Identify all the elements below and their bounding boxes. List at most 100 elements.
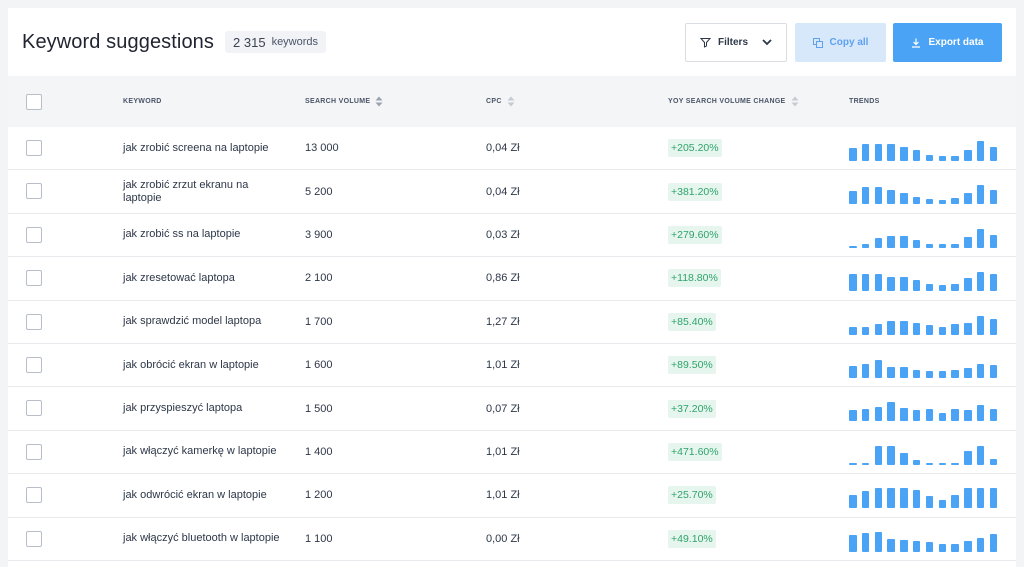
keyword-suggestions-panel: Keyword suggestions 2 315 keywords Filte… (8, 8, 1016, 567)
keyword-text: jak zrobić screena na laptopie (123, 141, 269, 154)
table-header: KEYWORD SEARCH VOLUME CPC YOY SEARCH VOL… (8, 76, 1016, 127)
trend-bar (874, 274, 883, 292)
trend-bar (964, 410, 972, 422)
row-checkbox[interactable] (26, 400, 42, 417)
keyword-text: jak zrobić zrzut ekranu na laptopie (123, 178, 249, 204)
keyword-cell[interactable]: jak odwrócić ekran w laptopie (123, 474, 283, 516)
trend-bar (989, 234, 998, 248)
column-header-yoy[interactable]: YOY SEARCH VOLUME CHANGE (668, 76, 799, 127)
trend-bar (925, 199, 934, 205)
trend-bar (912, 490, 921, 509)
trend-bar (925, 409, 934, 422)
keyword-text: jak przyspieszyć laptopa (123, 402, 243, 415)
table-row[interactable]: jak zresetować laptopa 2 100 0,86 Zł +118.8… (8, 257, 1016, 301)
trend-bar (925, 243, 934, 248)
trend-bar (989, 364, 998, 378)
cpc-cell: 1,01 Zł (486, 445, 520, 458)
trend-sparkline[interactable] (849, 222, 1004, 248)
cpc-cell: 1,01 Zł (486, 489, 520, 502)
row-checkbox[interactable] (26, 313, 42, 330)
trend-bar (938, 285, 947, 292)
trend-bar (861, 532, 870, 552)
trend-bar (964, 367, 972, 378)
keyword-cell[interactable]: jak zrobić screena na laptopie (123, 127, 283, 169)
row-checkbox[interactable] (26, 356, 42, 373)
row-checkbox[interactable] (26, 270, 42, 287)
cpc-cell: 0,00 Zł (486, 532, 520, 545)
keyword-cell[interactable]: jak zrobić ss na laptopie (123, 214, 283, 256)
trend-bar (861, 187, 870, 205)
keyword-cell[interactable]: jak sprawdzić model laptopa (123, 301, 283, 343)
trend-bar (912, 540, 921, 552)
table-row[interactable]: jak zrobić zrzut ekranu na laptopie 5 200… (8, 170, 1016, 214)
keyword-count-unit: keywords (271, 36, 319, 48)
trend-sparkline[interactable] (849, 309, 1004, 335)
copy-all-button[interactable]: Copy all (795, 23, 886, 62)
export-data-button[interactable]: Export data (893, 23, 1002, 62)
trend-sparkline[interactable] (849, 352, 1004, 378)
trend-bar (964, 488, 972, 509)
search-volume-cell: 1 400 (305, 445, 333, 458)
table-row[interactable]: jak odwrócić ekran w laptopie 1 200 1,01 Z… (8, 474, 1016, 518)
trend-bar (989, 318, 998, 335)
table-row[interactable]: jak włączyć kamerkę w laptopie 1 400 1,01 … (8, 431, 1016, 475)
table-row[interactable]: jak włączyć bluetooth w laptopie 1 100 0,0… (8, 518, 1016, 561)
trend-bar (887, 190, 895, 205)
trend-sparkline[interactable] (849, 482, 1004, 509)
trend-sparkline[interactable] (849, 526, 1004, 552)
trend-bar (925, 324, 934, 335)
table-row[interactable]: jak sprawdzić model laptopa 1 700 1,27 Zł +… (8, 301, 1016, 344)
trend-bar (849, 245, 857, 248)
row-checkbox[interactable] (26, 140, 42, 156)
trend-bar (849, 534, 857, 552)
table-row[interactable]: jak zrobić screena na laptopie 13 000 0,04… (8, 127, 1016, 171)
column-header-cpc[interactable]: CPC (486, 76, 515, 127)
trend-sparkline[interactable] (849, 265, 1004, 292)
table-row[interactable]: jak obrócić ekran w laptopie 1 600 1,01 Zł… (8, 344, 1016, 388)
column-header-search-volume[interactable]: SEARCH VOLUME (305, 76, 383, 127)
row-checkbox[interactable] (26, 226, 42, 243)
search-volume-cell: 1 100 (305, 532, 333, 545)
row-checkbox[interactable] (26, 530, 42, 547)
trend-bar (964, 540, 972, 552)
trend-bar (912, 150, 921, 161)
table-row[interactable]: jak przyspieszyć laptopa 1 500 0,07 Zł +37.… (8, 387, 1016, 431)
trend-bar (951, 369, 959, 378)
trend-bar (874, 359, 883, 378)
trend-sparkline[interactable] (849, 439, 1004, 465)
keyword-cell[interactable]: jak włączyć bluetooth w laptopie (123, 518, 283, 560)
row-checkbox[interactable] (26, 443, 42, 460)
keyword-text: jak sprawdzić model laptopa (123, 315, 262, 328)
keyword-cell[interactable]: jak włączyć kamerkę w laptopie (123, 431, 283, 473)
keyword-text: jak obrócić ekran w laptopie (123, 358, 259, 371)
filters-button[interactable]: Filters (685, 23, 787, 62)
trend-sparkline[interactable] (849, 178, 1004, 205)
select-all-checkbox[interactable] (26, 94, 42, 110)
keyword-cell[interactable]: jak obrócić ekran w laptopie (123, 344, 283, 386)
keyword-cell[interactable]: jak zrobić zrzut ekranu na laptopie (123, 170, 283, 212)
trend-bar (874, 237, 883, 248)
trend-bar (900, 277, 908, 292)
trend-bar (938, 200, 947, 205)
trend-bar (900, 320, 908, 335)
row-checkbox[interactable] (26, 487, 42, 504)
copy-icon (812, 37, 823, 48)
keyword-cell[interactable]: jak zresetować laptopa (123, 257, 283, 299)
column-header-keyword[interactable]: KEYWORD (123, 76, 162, 127)
trend-bar (887, 402, 895, 422)
trend-bar (976, 315, 985, 335)
trend-sparkline[interactable] (849, 135, 1004, 161)
row-checkbox[interactable] (26, 183, 42, 200)
trend-bar (925, 284, 934, 292)
trend-bar (849, 191, 857, 205)
trend-bar (849, 495, 857, 509)
trend-bar (887, 366, 895, 378)
trend-bar (951, 495, 959, 509)
keyword-cell[interactable]: jak przyspieszyć laptopa (123, 387, 283, 429)
table-row[interactable]: jak zrobić ss na laptopie 3 900 0,03 Zł +27… (8, 214, 1016, 258)
panel-header: Keyword suggestions 2 315 keywords Filte… (8, 8, 1016, 76)
trend-sparkline[interactable] (849, 395, 1004, 422)
trend-bar (874, 144, 883, 161)
trend-bar (976, 272, 985, 292)
yoy-change-cell: +25.70% (668, 474, 716, 516)
